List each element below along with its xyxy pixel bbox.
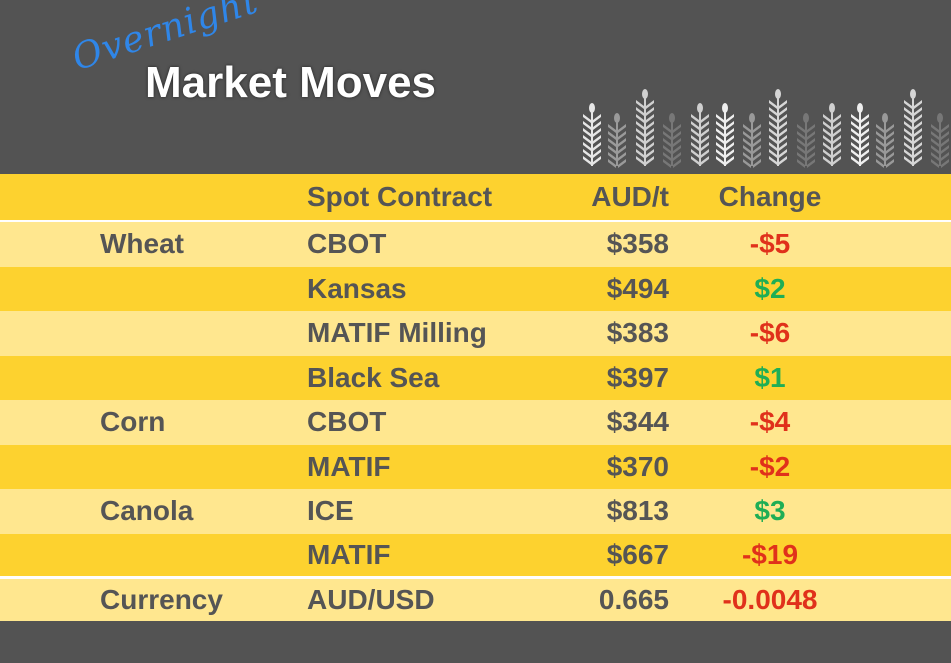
- wheat-stalk-icon: [823, 103, 841, 166]
- change-cell: $1: [754, 361, 786, 393]
- wheat-stalk-icon: [663, 113, 681, 168]
- wheat-stalks-icon: [583, 89, 949, 168]
- table-row: MATIF Milling $383 -$6: [0, 311, 951, 356]
- divider: [0, 575, 951, 579]
- contract-cell: MATIF Milling: [307, 317, 487, 349]
- change-cell: -$19: [741, 538, 799, 570]
- wheat-stalk-icon: [931, 113, 949, 168]
- price-cell: $813: [606, 495, 669, 527]
- price-cell: $494: [606, 272, 669, 304]
- commodity-cell: Corn: [100, 406, 166, 438]
- wheat-stalk-icon: [583, 103, 601, 166]
- commodity-cell: Currency: [100, 583, 223, 615]
- change-cell: $3: [754, 495, 786, 527]
- column-header-price: AUD/t: [591, 181, 669, 212]
- change-cell: -$6: [749, 317, 791, 349]
- wheat-stalk-icon: [608, 113, 626, 168]
- table-row: Canola ICE $813 $3: [0, 489, 951, 534]
- contract-cell: MATIF: [307, 538, 391, 570]
- table-row: Wheat CBOT $358 -$5: [0, 222, 951, 267]
- column-header-change: Change: [718, 181, 822, 212]
- commodity-cell: Canola: [100, 495, 194, 527]
- table-row: MATIF $667 -$19: [0, 533, 951, 576]
- wheat-stalk-icon: [716, 103, 734, 166]
- change-cell: -0.0048: [722, 583, 818, 615]
- banner: Overnight Market Moves: [0, 0, 951, 172]
- contract-cell: MATIF: [307, 450, 391, 482]
- price-cell: $667: [606, 538, 669, 570]
- change-cell: -$5: [749, 228, 791, 260]
- table-row: Currency AUD/USD 0.665 -0.0048: [0, 578, 951, 621]
- wheat-stalk-icon: [797, 113, 815, 168]
- contract-cell: ICE: [307, 495, 354, 527]
- table-row: Corn CBOT $344 -$4: [0, 400, 951, 445]
- change-cell: $2: [754, 272, 786, 304]
- price-cell: $370: [606, 450, 669, 482]
- wheat-stalk-icon: [769, 89, 787, 166]
- contract-cell: CBOT: [307, 228, 387, 260]
- divider: [0, 220, 951, 222]
- table-header-row: Spot Contract AUD/t Change: [0, 174, 951, 220]
- wheat-stalk-icon: [876, 113, 894, 168]
- change-cell: -$4: [749, 406, 791, 438]
- commodity-cell: Wheat: [100, 228, 184, 260]
- wheat-stalk-icon: [636, 89, 654, 166]
- contract-cell: Black Sea: [307, 361, 440, 393]
- wheat-stalk-icon: [743, 113, 761, 168]
- contract-cell: AUD/USD: [307, 583, 435, 615]
- table-row: Black Sea $397 $1: [0, 355, 951, 400]
- contract-cell: CBOT: [307, 406, 387, 438]
- page-title: Market Moves: [145, 58, 437, 107]
- table-row: Kansas $494 $2: [0, 266, 951, 311]
- table-row: MATIF $370 -$2: [0, 444, 951, 489]
- column-header-contract: Spot Contract: [307, 181, 493, 212]
- contract-cell: Kansas: [307, 272, 407, 304]
- market-table: Spot Contract AUD/t Change Wheat CBOT $358…: [0, 174, 951, 621]
- change-cell: -$2: [749, 450, 791, 482]
- price-cell: 0.665: [598, 583, 669, 615]
- price-cell: $344: [606, 406, 669, 438]
- price-cell: $397: [606, 361, 669, 393]
- wheat-stalk-icon: [904, 89, 922, 166]
- price-cell: $358: [606, 228, 669, 260]
- wheat-stalk-icon: [851, 103, 869, 166]
- price-cell: $383: [606, 317, 669, 349]
- wheat-stalk-icon: [691, 103, 709, 166]
